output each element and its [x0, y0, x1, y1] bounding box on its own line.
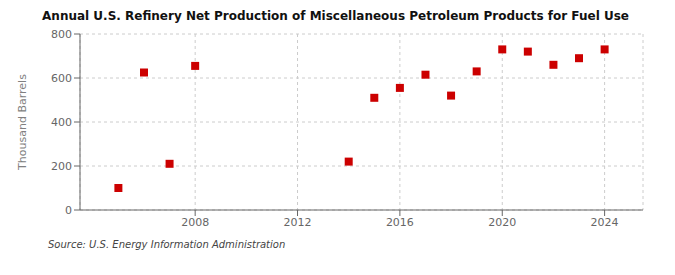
svg-text:200: 200 — [51, 160, 72, 173]
svg-text:2012: 2012 — [284, 216, 312, 229]
svg-text:400: 400 — [51, 116, 72, 129]
svg-text:Thousand Barrels: Thousand Barrels — [16, 74, 29, 171]
svg-text:800: 800 — [51, 28, 72, 41]
html-text:Annual U.S. Refinery Net Produ: Annual U.S. Refinery Net Production of M… — [42, 9, 629, 23]
svg-text:2016: 2016 — [386, 216, 414, 229]
svg-text:600: 600 — [51, 72, 72, 85]
svg-text:2020: 2020 — [488, 216, 516, 229]
svg-text:2008: 2008 — [181, 216, 209, 229]
html-text:Source: U.S. Energy Informatio: Source: U.S. Energy Information Administ… — [48, 239, 286, 250]
svg-text:2024: 2024 — [591, 216, 619, 229]
svg-text:0: 0 — [65, 204, 72, 217]
